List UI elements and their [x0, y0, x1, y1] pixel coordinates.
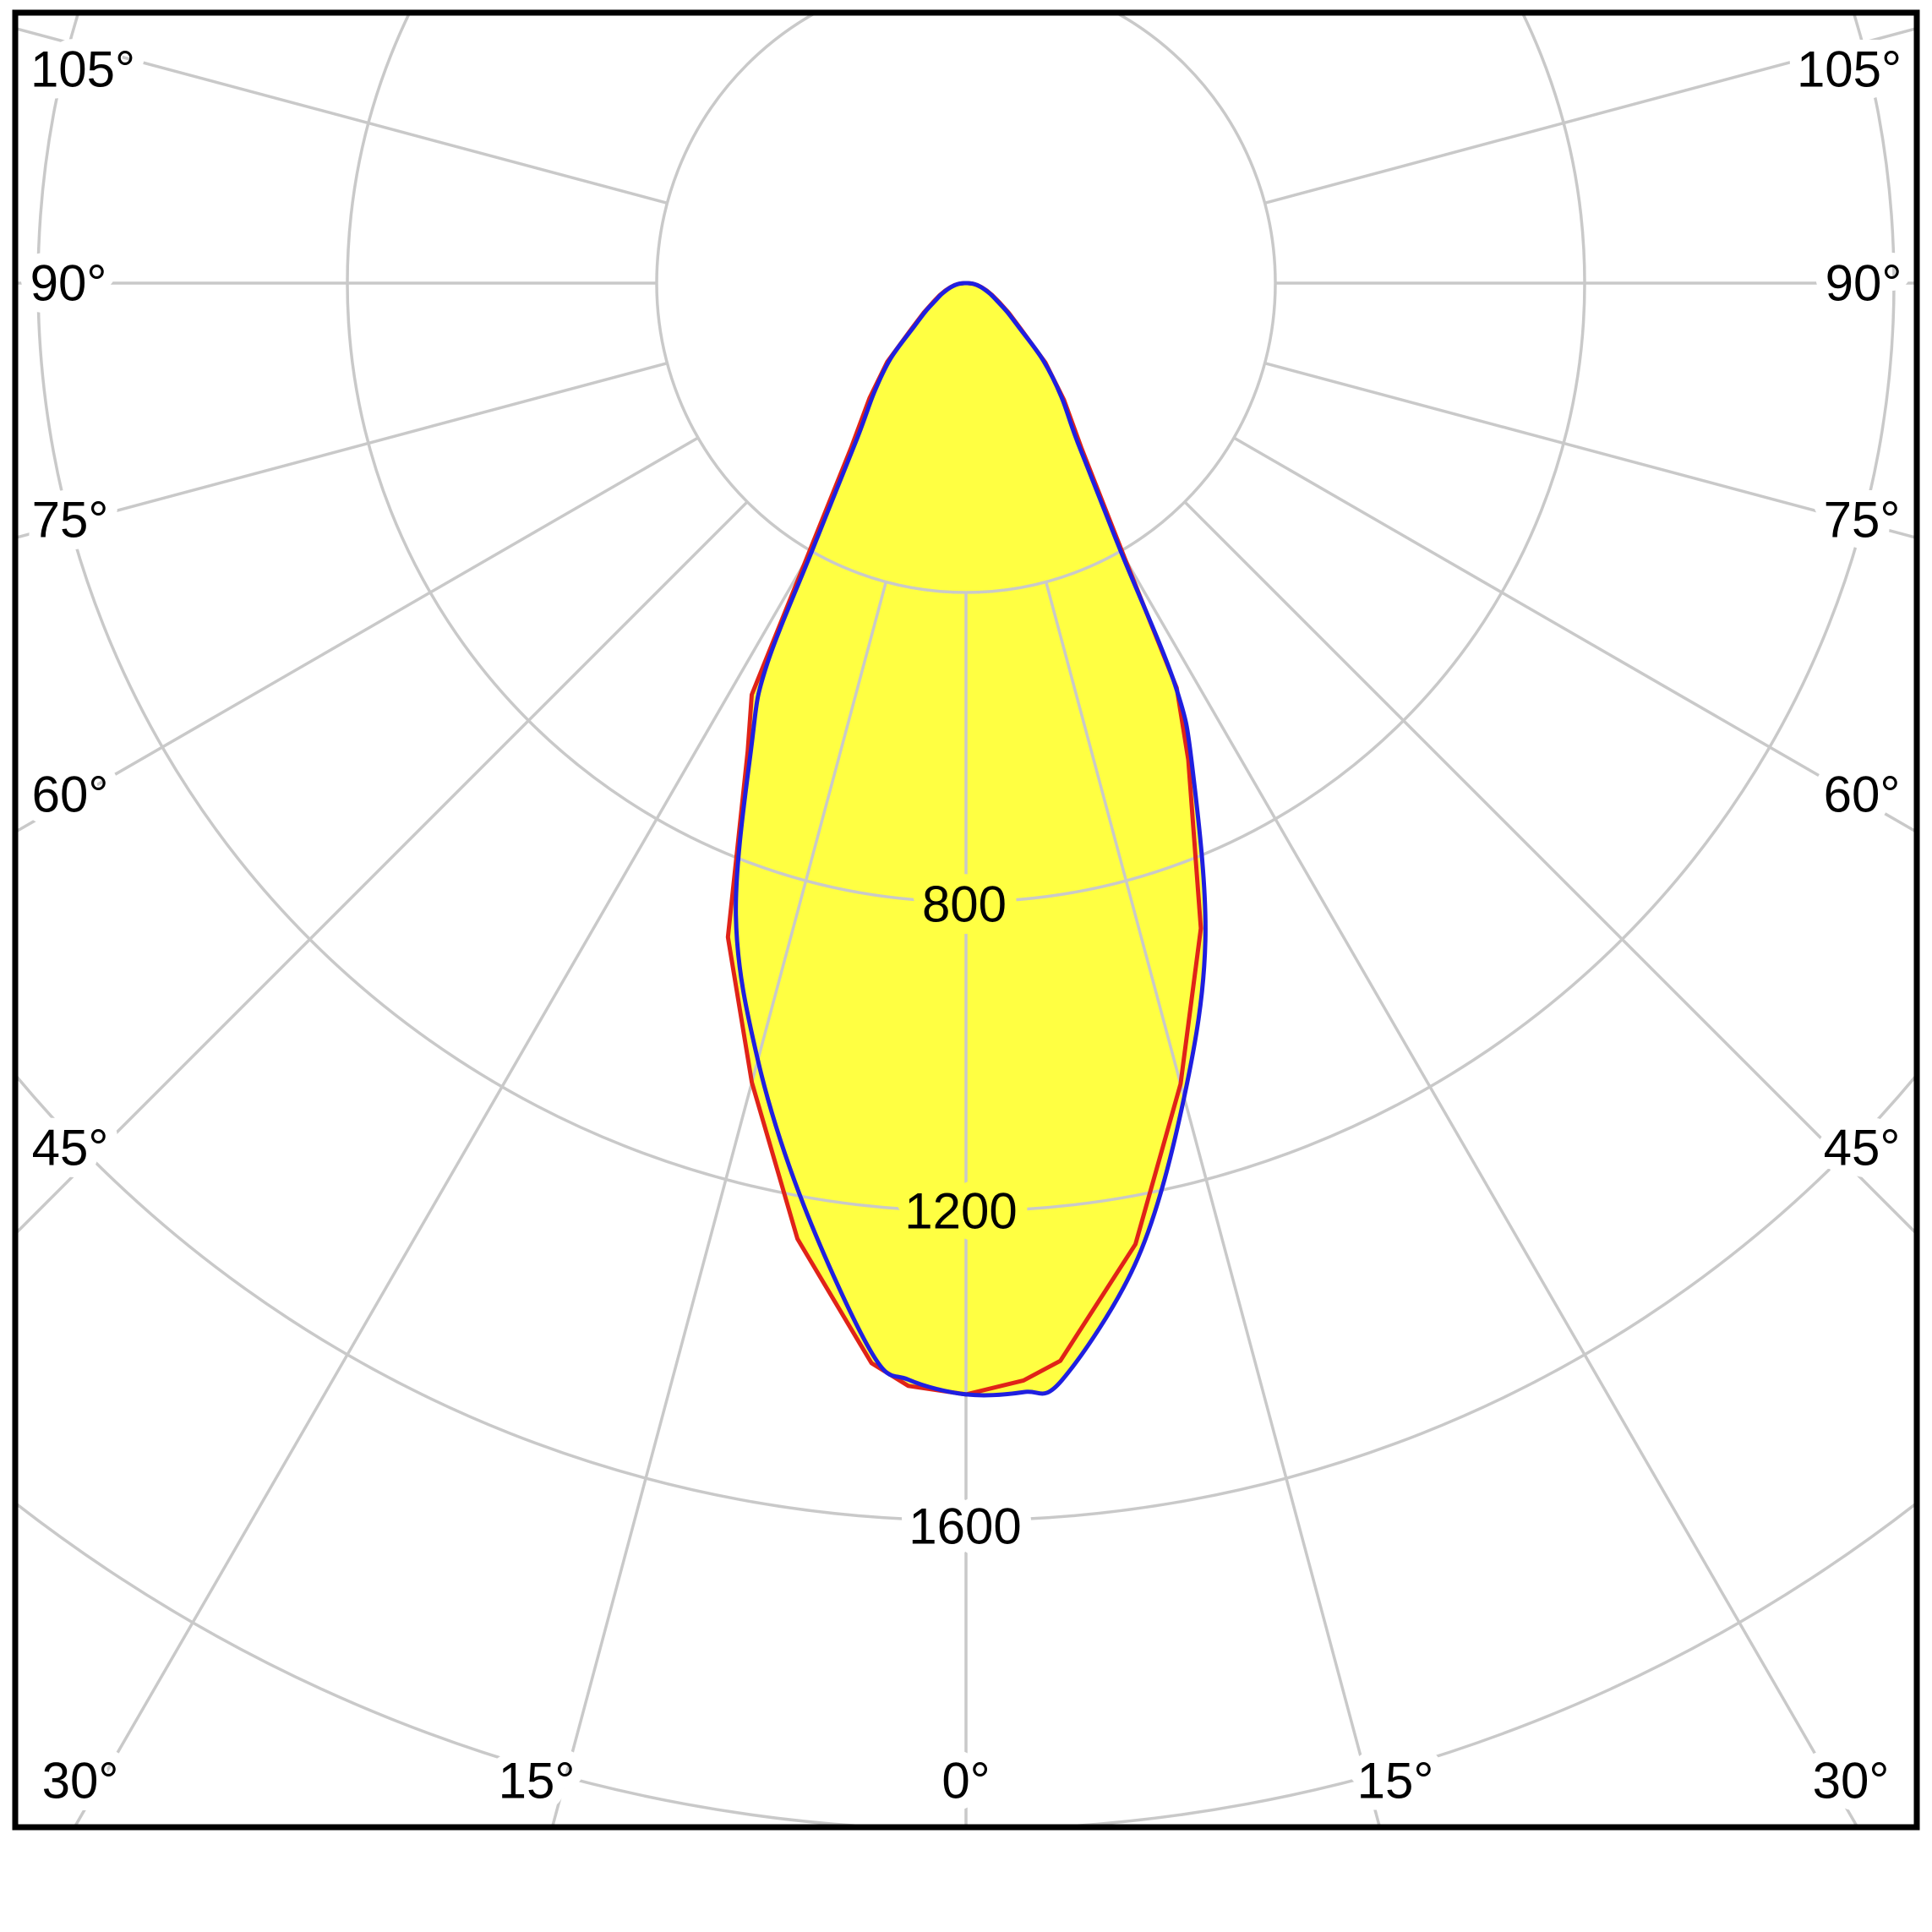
angle-label-left-90°: 90° [30, 255, 107, 312]
grid-ray-75 [1264, 362, 1917, 540]
grid-ray--15 [550, 581, 887, 1827]
angle-label-right-90°: 90° [1826, 255, 1902, 312]
angle-label-left-45°: 45° [32, 1120, 109, 1176]
radial-tick-label-800: 800 [922, 876, 1007, 933]
grid-ray-105 [1264, 26, 1917, 205]
grid-ray-45 [1183, 500, 1917, 1236]
grid-ray--60 [15, 436, 699, 834]
grid-ray-30 [1119, 550, 1859, 1827]
grid-ray-15 [1045, 581, 1382, 1827]
chart-frame [12, 9, 1920, 1831]
angle-label-right-45°: 45° [1824, 1120, 1901, 1176]
grid-ray-60 [1233, 436, 1917, 834]
angle-label-bottom-30°: 30° [42, 1753, 119, 1809]
radial-tick-label-1200: 1200 [904, 1183, 1017, 1240]
angle-label-right-75°: 75° [1824, 492, 1901, 548]
angle-label-right-105°: 105° [1797, 41, 1902, 98]
blue-curve [734, 281, 1208, 1398]
angle-label-bottom-0°: 0° [941, 1753, 990, 1809]
blue-intensity-curve [734, 281, 1208, 1398]
angle-label-left-105°: 105° [30, 41, 135, 98]
grid-ray--45 [15, 500, 749, 1236]
angle-label-left-60°: 60° [32, 767, 109, 823]
grid-ray--30 [73, 550, 813, 1827]
radial-tick-label-1600: 1600 [909, 1498, 1021, 1555]
angle-label-right-60°: 60° [1824, 767, 1901, 823]
grid-ray--105 [15, 26, 668, 205]
angle-label-bottom-15°: 15° [1357, 1753, 1434, 1809]
angle-label-bottom-30°: 30° [1813, 1753, 1890, 1809]
grid-ray--75 [15, 362, 668, 540]
angle-label-left-75°: 75° [32, 492, 109, 548]
angle-label-bottom-15°: 15° [499, 1753, 576, 1809]
axis-labels: 105° 90° 75° 60° 45° 105° 90° 75° 60° 45° 30° 15° 0°… [19, 30, 1914, 1821]
